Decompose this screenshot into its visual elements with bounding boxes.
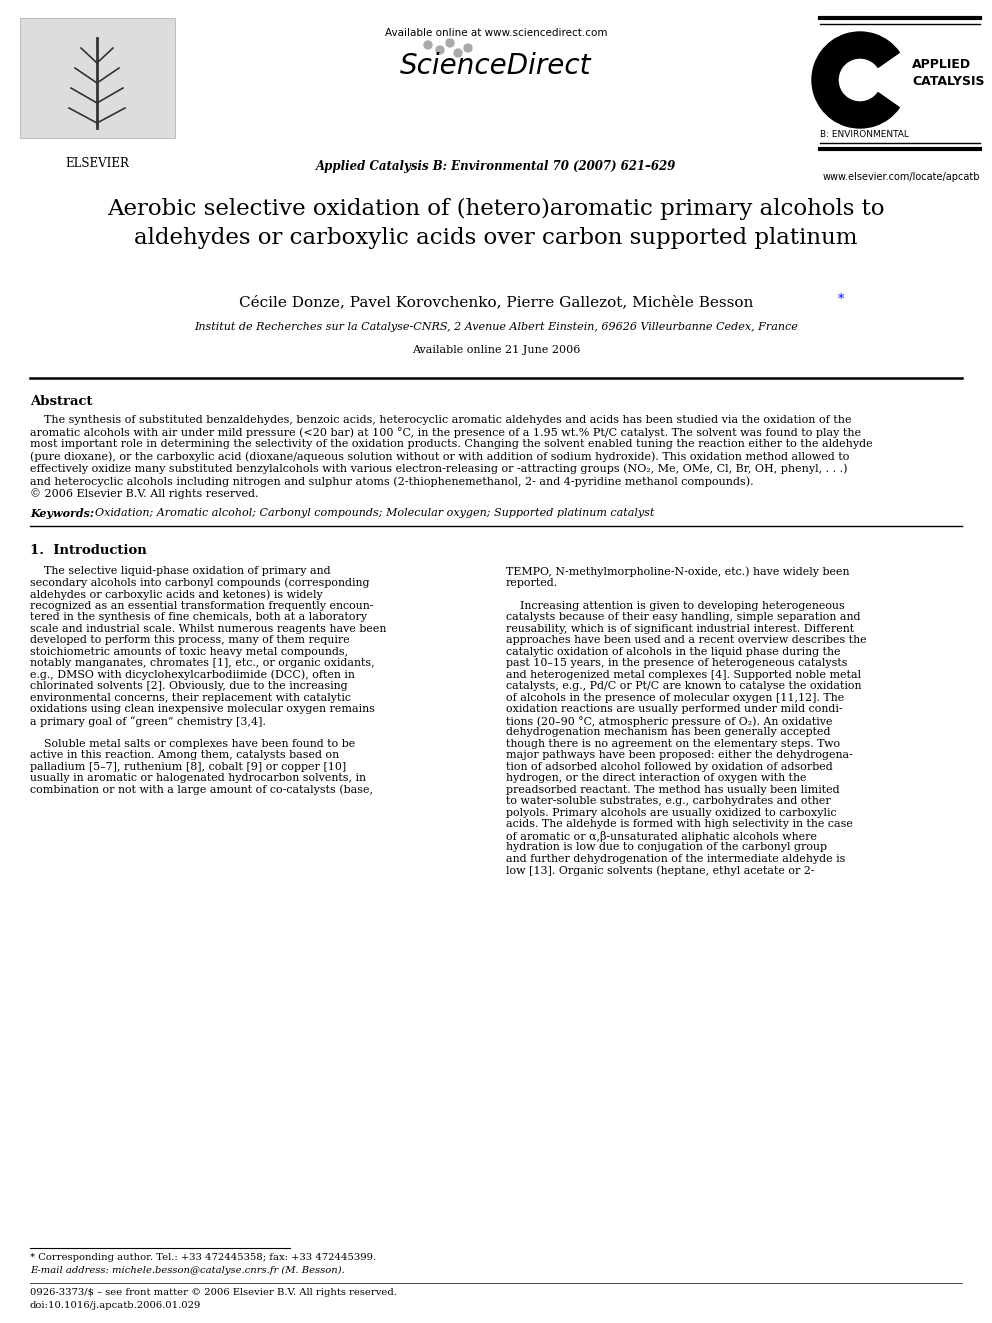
- Text: tion of adsorbed alcohol followed by oxidation of adsorbed: tion of adsorbed alcohol followed by oxi…: [506, 762, 832, 771]
- Text: Abstract: Abstract: [30, 396, 92, 407]
- Text: dehydrogenation mechanism has been generally accepted: dehydrogenation mechanism has been gener…: [506, 728, 830, 737]
- Text: approaches have been used and a recent overview describes the: approaches have been used and a recent o…: [506, 635, 867, 646]
- Circle shape: [436, 46, 444, 54]
- Text: preadsorbed reactant. The method has usually been limited: preadsorbed reactant. The method has usu…: [506, 785, 839, 795]
- Text: * Corresponding author. Tel.: +33 472445358; fax: +33 472445399.: * Corresponding author. Tel.: +33 472445…: [30, 1253, 376, 1262]
- Text: notably manganates, chromates [1], etc., or organic oxidants,: notably manganates, chromates [1], etc.,…: [30, 659, 375, 668]
- Text: acids. The aldehyde is formed with high selectivity in the case: acids. The aldehyde is formed with high …: [506, 819, 853, 830]
- Text: past 10–15 years, in the presence of heterogeneous catalysts: past 10–15 years, in the presence of het…: [506, 659, 847, 668]
- Text: Soluble metal salts or complexes have been found to be: Soluble metal salts or complexes have be…: [30, 740, 355, 749]
- Text: active in this reaction. Among them, catalysts based on: active in this reaction. Among them, cat…: [30, 750, 339, 761]
- Text: Keywords:: Keywords:: [30, 508, 94, 520]
- Text: TEMPO, N-methylmorpholine-N-oxide, etc.) have widely been: TEMPO, N-methylmorpholine-N-oxide, etc.)…: [506, 566, 849, 577]
- Text: palladium [5–7], ruthenium [8], cobalt [9] or copper [10]: palladium [5–7], ruthenium [8], cobalt […: [30, 762, 346, 771]
- Text: most important role in determining the selectivity of the oxidation products. Ch: most important role in determining the s…: [30, 439, 873, 450]
- Text: Applied Catalysis B: Environmental 70 (2007) 621–629: Applied Catalysis B: Environmental 70 (2…: [315, 160, 677, 173]
- Text: (pure dioxane), or the carboxylic acid (dioxane/aqueous solution without or with: (pure dioxane), or the carboxylic acid (…: [30, 451, 849, 462]
- Text: Oxidation; Aromatic alcohol; Carbonyl compounds; Molecular oxygen; Supported pla: Oxidation; Aromatic alcohol; Carbonyl co…: [95, 508, 655, 519]
- Text: stoichiometric amounts of toxic heavy metal compounds,: stoichiometric amounts of toxic heavy me…: [30, 647, 348, 658]
- Text: oxidation reactions are usually performed under mild condi-: oxidation reactions are usually performe…: [506, 704, 842, 714]
- Text: APPLIED: APPLIED: [912, 58, 971, 71]
- Text: ScienceDirect: ScienceDirect: [400, 52, 592, 79]
- Text: and heterogenized metal complexes [4]. Supported noble metal: and heterogenized metal complexes [4]. S…: [506, 669, 861, 680]
- Text: doi:10.1016/j.apcatb.2006.01.029: doi:10.1016/j.apcatb.2006.01.029: [30, 1301, 201, 1310]
- Text: a primary goal of “green” chemistry [3,4].: a primary goal of “green” chemistry [3,4…: [30, 716, 266, 726]
- Text: catalysts, e.g., Pd/C or Pt/C are known to catalyse the oxidation: catalysts, e.g., Pd/C or Pt/C are known …: [506, 681, 861, 692]
- Text: polyols. Primary alcohols are usually oxidized to carboxylic: polyols. Primary alcohols are usually ox…: [506, 808, 836, 818]
- Text: *: *: [838, 292, 844, 306]
- Text: usually in aromatic or halogenated hydrocarbon solvents, in: usually in aromatic or halogenated hydro…: [30, 774, 366, 783]
- Text: The synthesis of substituted benzaldehydes, benzoic acids, heterocyclic aromatic: The synthesis of substituted benzaldehyd…: [30, 415, 851, 425]
- Text: Cécile Donze, Pavel Korovchenko, Pierre Gallezot, Michèle Besson: Cécile Donze, Pavel Korovchenko, Pierre …: [239, 295, 753, 310]
- Wedge shape: [812, 32, 900, 128]
- Text: and further dehydrogenation of the intermediate aldehyde is: and further dehydrogenation of the inter…: [506, 853, 845, 864]
- Text: Aerobic selective oxidation of (hetero)aromatic primary alcohols to
aldehydes or: Aerobic selective oxidation of (hetero)a…: [107, 198, 885, 249]
- Text: hydrogen, or the direct interaction of oxygen with the: hydrogen, or the direct interaction of o…: [506, 774, 806, 783]
- Text: and heterocyclic alcohols including nitrogen and sulphur atoms (2-thiophenemetha: and heterocyclic alcohols including nitr…: [30, 476, 754, 487]
- Text: Available online 21 June 2006: Available online 21 June 2006: [412, 345, 580, 355]
- Text: chlorinated solvents [2]. Obviously, due to the increasing: chlorinated solvents [2]. Obviously, due…: [30, 681, 347, 692]
- Text: ELSEVIER: ELSEVIER: [65, 157, 129, 169]
- Text: aldehydes or carboxylic acids and ketones) is widely: aldehydes or carboxylic acids and ketone…: [30, 590, 322, 599]
- Text: of aromatic or α,β-unsaturated aliphatic alcohols where: of aromatic or α,β-unsaturated aliphatic…: [506, 831, 817, 841]
- Text: reusability, which is of significant industrial interest. Different: reusability, which is of significant ind…: [506, 624, 854, 634]
- Text: e.g., DMSO with dicyclohexylcarbodiimide (DCC), often in: e.g., DMSO with dicyclohexylcarbodiimide…: [30, 669, 355, 680]
- Text: developed to perform this process, many of them require: developed to perform this process, many …: [30, 635, 350, 646]
- Text: Institut de Recherches sur la Catalyse-CNRS, 2 Avenue Albert Einstein, 69626 Vil: Institut de Recherches sur la Catalyse-C…: [194, 321, 798, 332]
- Text: CATALYSIS: CATALYSIS: [912, 75, 984, 89]
- Text: combination or not with a large amount of co-catalysts (base,: combination or not with a large amount o…: [30, 785, 373, 795]
- Text: effectively oxidize many substituted benzylalcohols with various electron-releas: effectively oxidize many substituted ben…: [30, 464, 847, 475]
- Text: E-mail address: michele.besson@catalyse.cnrs.fr (M. Besson).: E-mail address: michele.besson@catalyse.…: [30, 1266, 345, 1275]
- Text: to water-soluble substrates, e.g., carbohydrates and other: to water-soluble substrates, e.g., carbo…: [506, 796, 830, 807]
- Text: low [13]. Organic solvents (heptane, ethyl acetate or 2-: low [13]. Organic solvents (heptane, eth…: [506, 865, 814, 876]
- Text: © 2006 Elsevier B.V. All rights reserved.: © 2006 Elsevier B.V. All rights reserved…: [30, 488, 259, 499]
- Text: secondary alcohols into carbonyl compounds (corresponding: secondary alcohols into carbonyl compoun…: [30, 578, 369, 589]
- Text: catalysts because of their easy handling, simple separation and: catalysts because of their easy handling…: [506, 613, 860, 622]
- Text: tions (20–90 °C, atmospheric pressure of O₂). An oxidative: tions (20–90 °C, atmospheric pressure of…: [506, 716, 832, 726]
- Text: oxidations using clean inexpensive molecular oxygen remains: oxidations using clean inexpensive molec…: [30, 704, 375, 714]
- Circle shape: [424, 41, 432, 49]
- Circle shape: [464, 44, 472, 52]
- Text: 1.  Introduction: 1. Introduction: [30, 544, 147, 557]
- Text: major pathways have been proposed: either the dehydrogena-: major pathways have been proposed: eithe…: [506, 750, 853, 761]
- Text: catalytic oxidation of alcohols in the liquid phase during the: catalytic oxidation of alcohols in the l…: [506, 647, 840, 658]
- Text: hydration is low due to conjugation of the carbonyl group: hydration is low due to conjugation of t…: [506, 843, 827, 852]
- Text: scale and industrial scale. Whilst numerous reagents have been: scale and industrial scale. Whilst numer…: [30, 624, 386, 634]
- Text: B: ENVIRONMENTAL: B: ENVIRONMENTAL: [820, 130, 909, 139]
- Text: tered in the synthesis of fine chemicals, both at a laboratory: tered in the synthesis of fine chemicals…: [30, 613, 367, 622]
- Circle shape: [454, 49, 462, 57]
- Text: 0926-3373/$ – see front matter © 2006 Elsevier B.V. All rights reserved.: 0926-3373/$ – see front matter © 2006 El…: [30, 1289, 397, 1297]
- Text: Increasing attention is given to developing heterogeneous: Increasing attention is given to develop…: [506, 601, 845, 611]
- Text: www.elsevier.com/locate/apcatb: www.elsevier.com/locate/apcatb: [822, 172, 980, 183]
- Text: aromatic alcohols with air under mild pressure (<20 bar) at 100 °C, in the prese: aromatic alcohols with air under mild pr…: [30, 427, 861, 438]
- FancyBboxPatch shape: [20, 19, 175, 138]
- Text: reported.: reported.: [506, 578, 558, 587]
- Circle shape: [446, 38, 454, 48]
- Text: though there is no agreement on the elementary steps. Two: though there is no agreement on the elem…: [506, 740, 840, 749]
- Text: The selective liquid-phase oxidation of primary and: The selective liquid-phase oxidation of …: [30, 566, 330, 577]
- Text: environmental concerns, their replacement with catalytic: environmental concerns, their replacemen…: [30, 693, 351, 703]
- Text: recognized as an essential transformation frequently encoun-: recognized as an essential transformatio…: [30, 601, 374, 611]
- Text: Available online at www.sciencedirect.com: Available online at www.sciencedirect.co…: [385, 28, 607, 38]
- Text: of alcohols in the presence of molecular oxygen [11,12]. The: of alcohols in the presence of molecular…: [506, 693, 844, 703]
